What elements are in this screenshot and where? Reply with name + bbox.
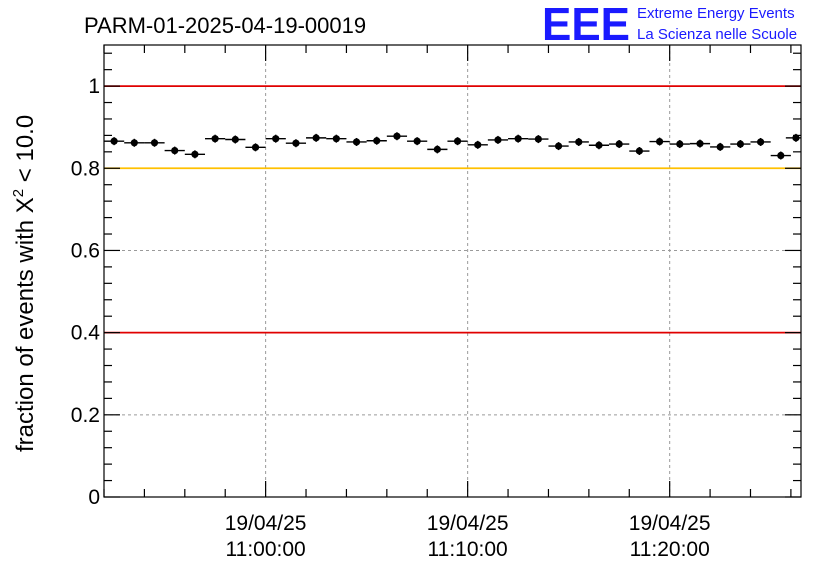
x-tick-label-time: 11:00:00 [226,538,306,561]
data-point [191,150,199,158]
data-point [393,132,401,140]
data-point [373,137,381,145]
data-point [150,139,159,147]
chart-title: PARM-01-2025-04-19-00019 [84,13,366,38]
data-point [554,142,563,150]
y-tick-label: 0.8 [71,157,100,180]
data-point [312,134,320,142]
data-point [615,140,623,148]
data-point [756,138,765,146]
y-tick-label: 0.2 [71,404,100,427]
data-point [575,138,583,146]
data-point [130,139,138,147]
plot-frame [103,44,802,498]
data-point [655,137,664,146]
data-point [453,137,462,145]
data-point [474,141,482,149]
data-point [110,137,118,145]
data-point [635,147,643,155]
data-point [716,143,724,151]
data-point [676,140,684,148]
data-point [211,135,219,143]
data-series [104,132,801,160]
y-tick-label: 0.6 [71,239,100,262]
eee-logo: EEE Extreme Energy Events La Scienza nel… [542,0,797,50]
data-point [171,147,179,155]
data-point [292,139,300,147]
data-point [332,135,340,143]
y-axis-label-prefix: fraction of events with [12,213,39,452]
data-point [251,143,260,151]
data-point [231,135,239,144]
y-axis-label-suffix: < 10.0 [12,115,39,189]
y-axis-label-exponent: 2 [10,189,27,197]
data-point [777,151,785,160]
data-point [736,140,744,148]
x-tick-label-date: 19/04/25 [225,512,307,535]
data-point [595,141,603,149]
data-point [494,136,502,144]
logo-line1: Extreme Energy Events [637,5,795,22]
data-point [272,135,280,143]
x-tick-label-time: 11:20:00 [630,538,710,561]
data-point [433,145,441,153]
data-point [514,135,522,143]
y-tick-label: 0.4 [71,322,101,345]
y-axis-label-symbol: X [12,197,39,213]
x-tick-label-date: 19/04/25 [427,512,509,535]
y-axis: 0 0.2 0.4 0.6 0.8 1 [71,52,801,509]
data-point [696,140,704,148]
reference-lines [104,85,801,334]
logo-line2: La Scienza nelle Scuole [637,26,797,43]
y-tick-label: 1 [88,75,100,98]
y-tick-label: 0 [88,486,100,509]
logo-letters: EEE [542,0,630,50]
x-axis: 19/04/25 11:00:00 19/04/25 11:10:00 19/04/25… [103,45,792,561]
data-point [792,134,800,142]
data-point [413,137,421,145]
data-point [352,138,361,146]
x-tick-label-date: 19/04/25 [629,512,711,535]
x-tick-label-time: 11:10:00 [428,538,508,561]
y-axis-label: fraction of events with X2 < 10.0 [10,115,39,452]
data-point [534,135,542,143]
